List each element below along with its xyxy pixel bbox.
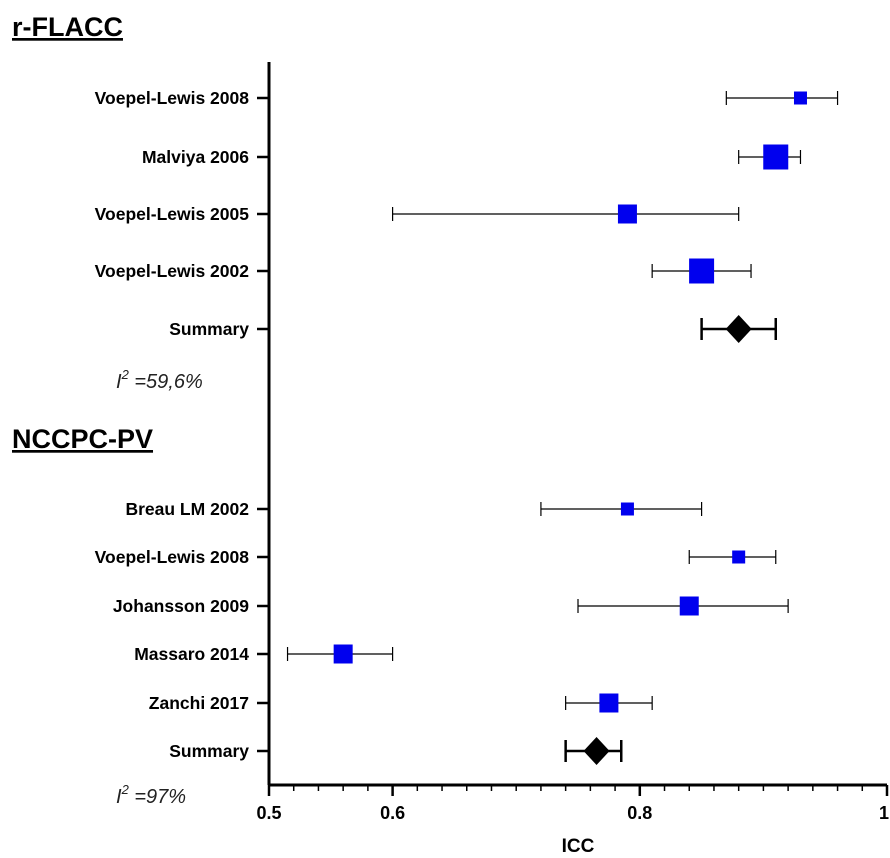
x-tick-label-1: 0.6	[380, 803, 405, 823]
point-estimate-g0-r0	[793, 91, 807, 105]
group-title-r-flacc: r-FLACC	[12, 12, 123, 42]
summary-label-g0-r4: Summary	[169, 319, 249, 339]
study-label-g0-r2: Voepel-Lewis 2005	[95, 204, 250, 224]
study-label-g0-r1: Malviya 2006	[142, 147, 249, 167]
study-label-g1-r1: Voepel-Lewis 2008	[95, 547, 250, 567]
study-label-g1-r3: Massaro 2014	[134, 644, 249, 664]
study-label-g0-r3: Voepel-Lewis 2002	[95, 261, 250, 281]
point-estimate-g0-r2	[617, 204, 637, 224]
summary-diamond-g0-r4	[725, 315, 752, 343]
point-estimate-g0-r1	[763, 144, 789, 170]
summary-diamond-g1-r5	[583, 737, 610, 765]
x-tick-label-3: 1	[879, 803, 889, 823]
x-tick-label-0: 0.5	[256, 803, 281, 823]
point-estimate-g1-r3	[333, 644, 353, 664]
study-label-g1-r0: Breau LM 2002	[125, 499, 249, 519]
point-estimate-g1-r1	[732, 550, 746, 564]
point-estimate-g1-r2	[679, 596, 699, 616]
heterogeneity-label-nccpc-pv: I2 =97%	[116, 782, 186, 808]
point-estimate-g1-r0	[620, 502, 634, 516]
group-title-nccpc-pv: NCCPC-PV	[12, 424, 153, 454]
study-label-g0-r0: Voepel-Lewis 2008	[95, 88, 250, 108]
x-axis-title: ICC	[562, 836, 595, 857]
point-estimate-g0-r3	[689, 258, 715, 284]
heterogeneity-label-r-flacc: I2 =59,6%	[116, 367, 203, 393]
summary-label-g1-r5: Summary	[169, 741, 249, 761]
point-estimate-g1-r4	[599, 693, 619, 713]
study-label-g1-r4: Zanchi 2017	[149, 693, 249, 713]
x-tick-label-2: 0.8	[627, 803, 652, 823]
study-label-g1-r2: Johansson 2009	[113, 596, 249, 616]
